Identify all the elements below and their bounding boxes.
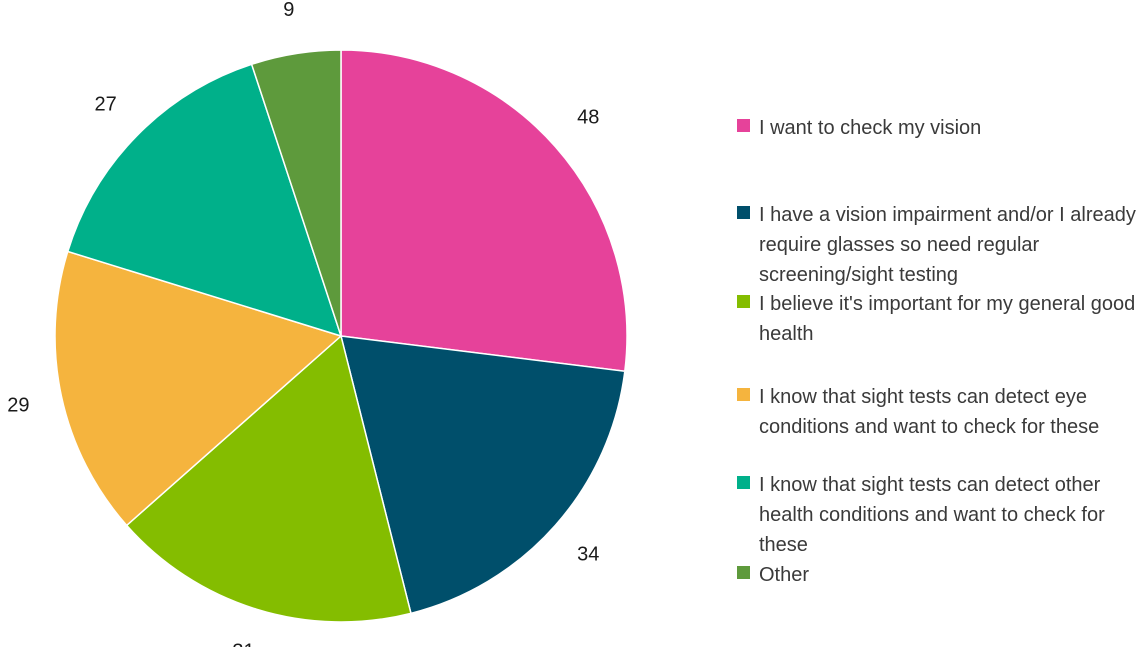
data-label: 9: [283, 0, 294, 21]
pie-slice: [340, 49, 628, 373]
data-label: 48: [577, 107, 599, 129]
data-label: 34: [577, 544, 599, 566]
data-label: 31: [232, 640, 254, 647]
pie-slice: [66, 63, 343, 338]
data-label: 27: [94, 94, 116, 116]
pie-slice: [340, 335, 626, 615]
pie-slice: [250, 49, 342, 337]
data-label: 29: [7, 394, 29, 416]
pie-slice: [54, 250, 343, 527]
pie-slice: [125, 334, 412, 623]
